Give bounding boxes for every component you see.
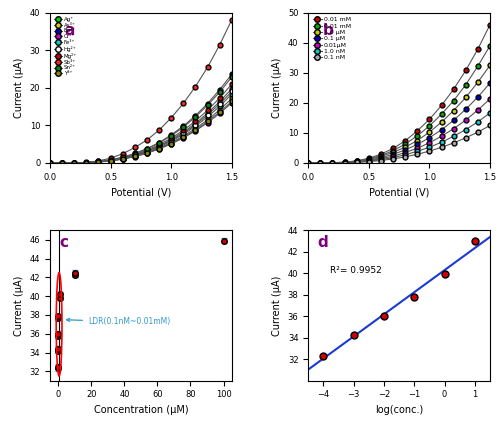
Text: d: d (318, 235, 328, 250)
Text: b: b (322, 23, 334, 38)
Text: a: a (64, 23, 75, 38)
Y-axis label: Current (μA): Current (μA) (272, 275, 282, 336)
Legend: Ag⁺, As³⁺, Ba²⁺, Cr³⁺, Fe³⁺, Hg²⁺, Mg²⁺, Sb³⁺, Sn²⁺, Y³⁺: Ag⁺, As³⁺, Ba²⁺, Cr³⁺, Fe³⁺, Hg²⁺, Mg²⁺,… (53, 16, 78, 77)
X-axis label: Concentration (μM): Concentration (μM) (94, 405, 188, 415)
Text: c: c (59, 235, 68, 250)
Text: R²= 0.9952: R²= 0.9952 (330, 266, 382, 275)
Y-axis label: Current (μA): Current (μA) (14, 275, 24, 336)
X-axis label: Potential (V): Potential (V) (110, 187, 171, 197)
X-axis label: Potential (V): Potential (V) (369, 187, 430, 197)
Y-axis label: Current (μA): Current (μA) (14, 58, 24, 118)
Text: LDR(0.1nM~0.01mM): LDR(0.1nM~0.01mM) (66, 317, 170, 327)
Y-axis label: Current (μA): Current (μA) (272, 58, 282, 118)
X-axis label: log(conc.): log(conc.) (375, 405, 423, 415)
Legend: 0.01 mM, 0.01 mM, 1.0 μM, 0.1 μM, 0.01μM, 1.0 nM, 0.1 nM: 0.01 mM, 0.01 mM, 1.0 μM, 0.1 μM, 0.01μM… (312, 16, 352, 62)
